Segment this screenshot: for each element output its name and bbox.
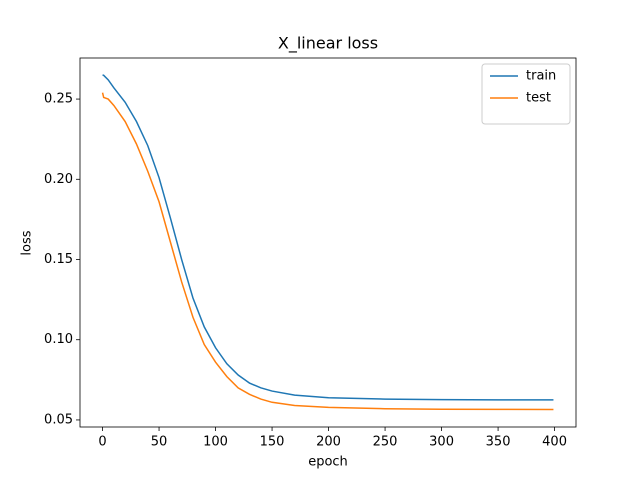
legend-box bbox=[481, 63, 571, 125]
x-tick-label: 200 bbox=[316, 435, 341, 450]
axes-frame bbox=[79, 57, 577, 428]
legend-label: test bbox=[526, 91, 551, 106]
legend-label: train bbox=[526, 69, 556, 84]
x-tick-label: 0 bbox=[98, 435, 106, 450]
line-series bbox=[101, 92, 554, 411]
x-tick-label: 400 bbox=[542, 435, 567, 450]
x-tick-label: 100 bbox=[203, 435, 228, 450]
y-axis-label: loss bbox=[20, 230, 35, 255]
y-tick-label: 0.20 bbox=[44, 172, 73, 187]
x-tick-label: 250 bbox=[373, 435, 398, 450]
y-tick-label: 0.10 bbox=[44, 332, 73, 347]
x-tick-label: 150 bbox=[260, 435, 285, 450]
chart-title: X_linear loss bbox=[278, 34, 378, 54]
x-axis-label: epoch bbox=[308, 455, 348, 470]
x-tick-label: 300 bbox=[429, 435, 454, 450]
line-series bbox=[102, 74, 554, 401]
x-tick-label: 50 bbox=[151, 435, 168, 450]
y-tick-label: 0.15 bbox=[44, 252, 73, 267]
y-tick-label: 0.05 bbox=[44, 412, 73, 427]
x-tick-label: 350 bbox=[486, 435, 511, 450]
y-tick-label: 0.25 bbox=[44, 92, 73, 107]
